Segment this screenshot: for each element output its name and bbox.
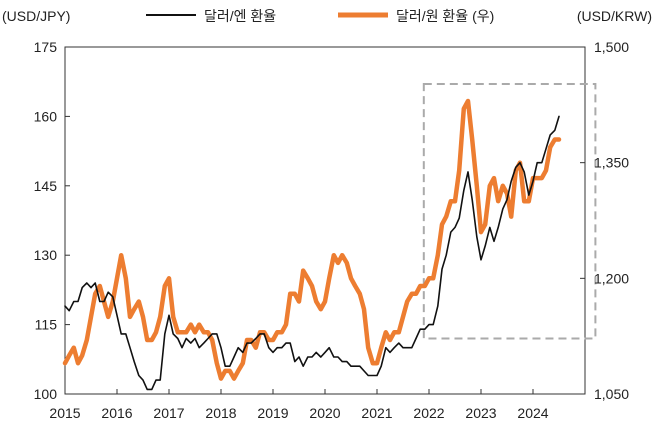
right-tick-label: 1,500 (594, 39, 629, 55)
right-tick-label: 1,200 (594, 270, 629, 286)
legend-label-jpy: 달러/엔 환율 (204, 8, 276, 24)
x-tick-label: 2023 (465, 405, 496, 421)
left-tick-label: 145 (34, 178, 58, 194)
right-tick-label: 1,050 (594, 386, 629, 402)
x-tick-label: 2017 (153, 405, 184, 421)
left-tick-label: 100 (34, 386, 58, 402)
series-line-krw (62, 98, 562, 381)
x-tick-label: 2015 (49, 405, 80, 421)
highlight-box (422, 83, 597, 340)
x-tick-label: 2021 (361, 405, 392, 421)
x-tick-label: 2016 (101, 405, 132, 421)
left-tick-label: 130 (34, 247, 58, 263)
legend: 달러/엔 환율 달러/원 환율 (우) (146, 8, 494, 24)
left-axis-unit-label: (USD/JPY) (2, 8, 70, 24)
left-tick-label: 175 (34, 39, 58, 55)
x-tick-label: 2024 (517, 405, 548, 421)
x-tick-label: 2022 (413, 405, 444, 421)
legend-label-krw: 달러/원 환율 (우) (396, 8, 494, 24)
plot-frame (64, 46, 586, 395)
right-tick-label: 1,350 (594, 155, 629, 171)
x-tick-label: 2018 (205, 405, 236, 421)
right-axis-unit-label: (USD/KRW) (577, 8, 652, 24)
series-line-jpy (64, 115, 560, 391)
x-tick-label: 2020 (309, 405, 340, 421)
left-tick-label: 160 (34, 108, 58, 124)
x-tick-label: 2019 (257, 405, 288, 421)
left-tick-label: 115 (35, 317, 58, 333)
